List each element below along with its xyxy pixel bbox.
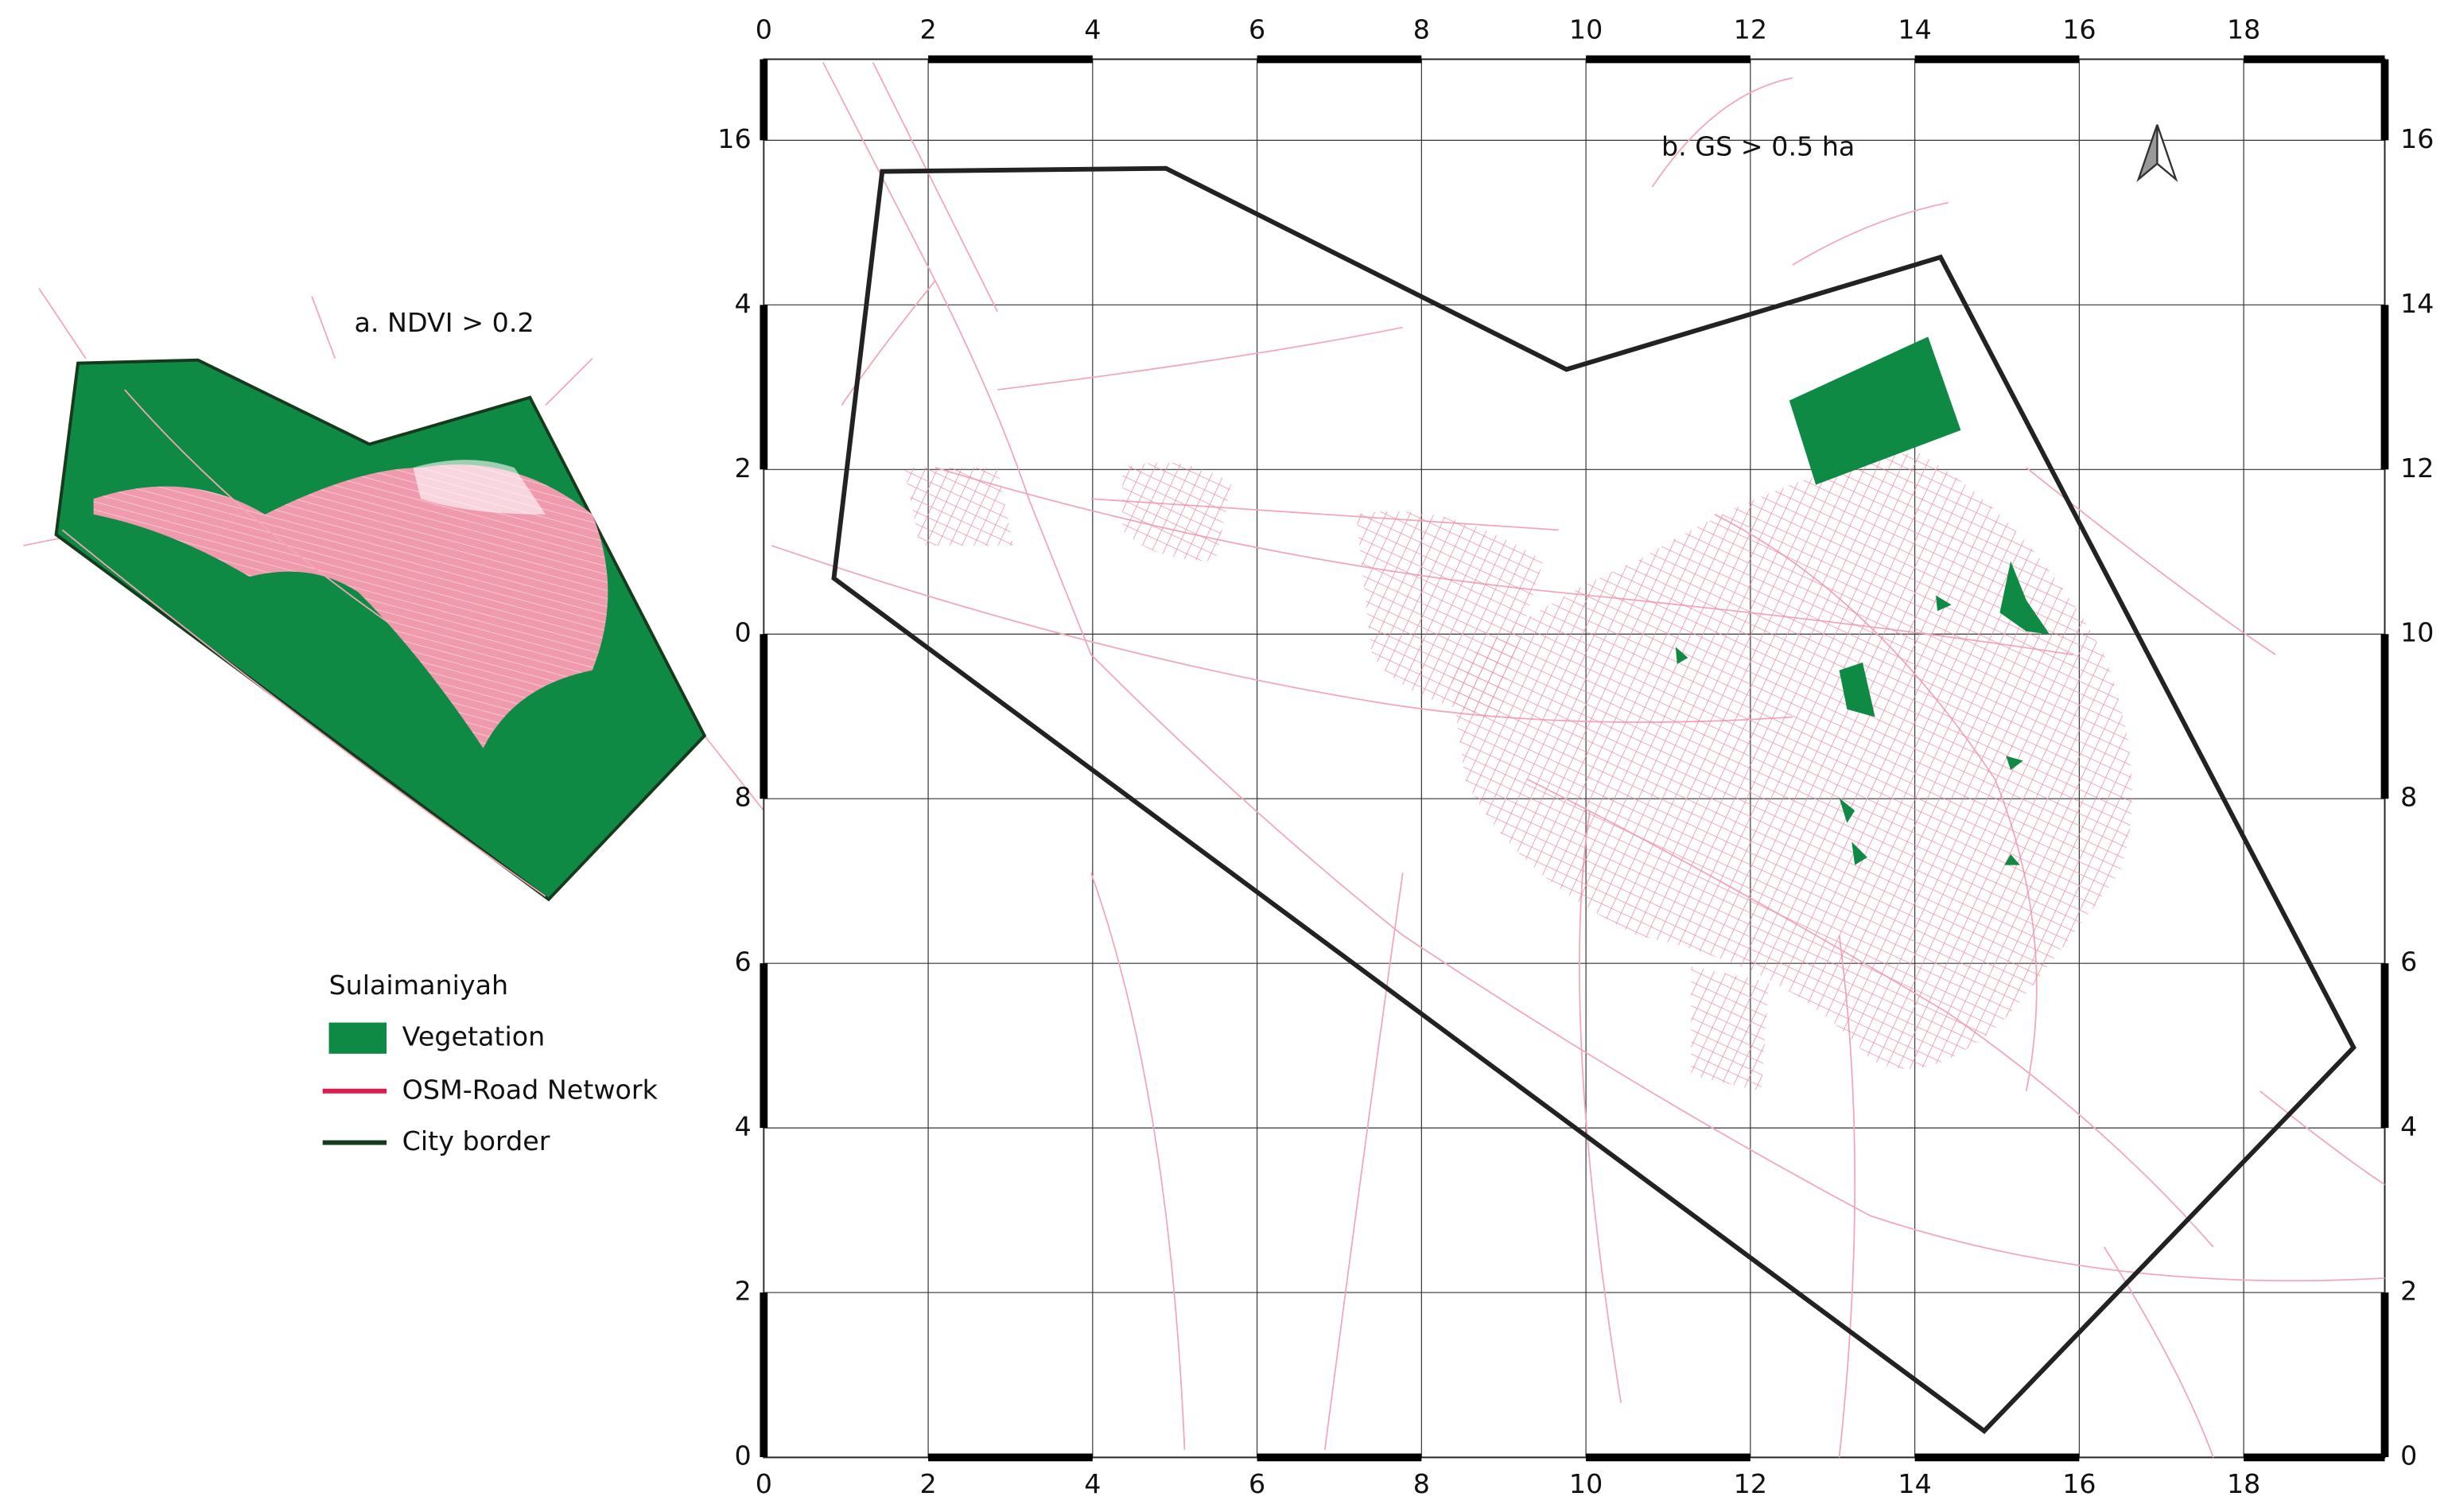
ndvi-vegetation: [54, 358, 707, 902]
left-tick-label: 16: [717, 123, 751, 154]
right-tick-label: 6: [2400, 946, 2417, 978]
top-tick-label: 2: [919, 14, 936, 45]
bottom-tick-label: 18: [2227, 1468, 2260, 1499]
bottom-tick-label: 2: [919, 1468, 936, 1499]
left-tick-label: 2: [734, 1276, 751, 1307]
top-tick-label: 16: [2062, 14, 2096, 45]
top-tick-label: 12: [1734, 14, 1767, 45]
left-tick-label: 0: [734, 1440, 751, 1471]
bottom-tick-label: 10: [1569, 1468, 1603, 1499]
right-tick-label: 16: [2400, 123, 2434, 154]
ndvi-urban: [93, 464, 608, 748]
top-tick-label: 8: [1413, 14, 1430, 45]
legend-label: Vegetation: [402, 1021, 546, 1052]
left-tick-label: 4: [734, 1111, 751, 1142]
left-tick-label: 8: [734, 782, 751, 813]
legend: Sulaimaniyah Vegetation OSM-Road Network…: [322, 970, 659, 1156]
bottom-tick-label: 0: [756, 1468, 772, 1499]
right-tick-label: 4: [2400, 1111, 2417, 1142]
top-tick-label: 10: [1569, 14, 1603, 45]
north-arrow: [2136, 124, 2178, 182]
urban-area: [1449, 452, 2133, 1069]
legend-swatch: [328, 1022, 387, 1054]
top-tick-label: 6: [1249, 14, 1265, 45]
top-tick-label: 18: [2227, 14, 2260, 45]
panel-title: a. NDVI > 0.2: [354, 307, 534, 338]
left-tick-label: 0: [734, 617, 751, 648]
panel-a: a. NDVI > 0.2: [23, 288, 765, 902]
legend-title: Sulaimaniyah: [329, 970, 509, 1001]
top-tick-label: 14: [1898, 14, 1931, 45]
green-spaces: [1675, 336, 2050, 865]
left-tick-label: 2: [734, 453, 751, 484]
right-tick-label: 8: [2400, 782, 2417, 813]
bottom-tick-label: 16: [2062, 1468, 2096, 1499]
top-tick-label: 0: [756, 14, 772, 45]
bottom-tick-label: 8: [1413, 1468, 1430, 1499]
legend-label: OSM-Road Network: [402, 1074, 659, 1105]
panel-title: b. GS > 0.5 ha: [1661, 131, 1855, 162]
right-tick-label: 10: [2400, 617, 2434, 648]
panel-b: b. GS > 0.5 ha 0 2 4 6 8 10 12 14 16 18 0 2 4 6 8 10 12 1…: [717, 14, 2434, 1499]
bottom-tick-label: 4: [1084, 1468, 1101, 1499]
right-tick-label: 12: [2400, 453, 2434, 484]
right-tick-label: 14: [2400, 288, 2434, 319]
left-tick-label: 4: [734, 288, 751, 319]
bottom-tick-label: 12: [1734, 1468, 1767, 1499]
legend-label: City border: [402, 1125, 550, 1156]
right-tick-label: 2: [2400, 1276, 2417, 1307]
bottom-tick-label: 14: [1898, 1468, 1931, 1499]
right-tick-label: 0: [2400, 1440, 2417, 1471]
city-border: [831, 165, 2357, 1434]
left-tick-label: 6: [734, 946, 751, 978]
top-tick-label: 4: [1084, 14, 1101, 45]
bottom-tick-label: 6: [1249, 1468, 1265, 1499]
